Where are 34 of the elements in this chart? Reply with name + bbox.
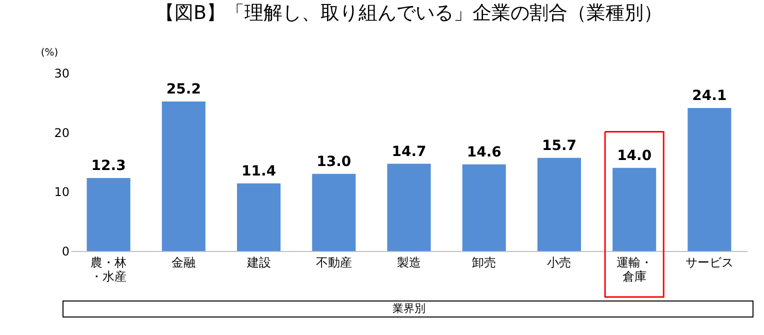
bar [236,183,281,251]
x-tick-label: 農・林・水産 [90,256,127,284]
x-tick-label: サービス [685,256,734,270]
data-label: 14.0 [617,148,652,164]
data-label: 15.7 [542,138,576,154]
x-tick-label: 金融 [172,256,196,270]
y-axis-title: (%) [40,48,58,58]
x-axis-title: 業界別 [392,302,426,315]
bar [688,108,732,251]
chart-title: 【図B】「理解し、取り組んでいる」企業の割合（業種別） [155,2,663,24]
data-label: 14.7 [392,144,426,160]
bar [86,178,130,251]
y-tick-label: 30 [54,66,70,80]
data-label: 24.1 [692,88,727,104]
data-label: 14.6 [466,144,502,160]
x-tick-label: 運輸・倉庫 [616,256,652,284]
bar [162,101,206,251]
bar [612,168,656,251]
x-tick-label: 建設 [246,256,271,270]
bar [462,164,506,251]
data-label: 11.4 [242,163,276,180]
data-label: 25.2 [166,81,201,98]
bar [312,174,356,251]
x-tick-label: 不動産 [316,256,352,270]
x-tick-label: 卸売 [472,256,496,270]
bar [537,158,582,251]
x-tick-label: 製造 [397,256,421,270]
x-tick-label: 小売 [547,256,572,270]
bar [387,164,431,251]
y-tick-label: 0 [62,244,70,258]
data-label: 13.0 [316,154,352,170]
y-tick-label: 20 [54,126,70,140]
y-tick-label: 10 [54,185,70,200]
data-label: 12.3 [91,158,126,174]
